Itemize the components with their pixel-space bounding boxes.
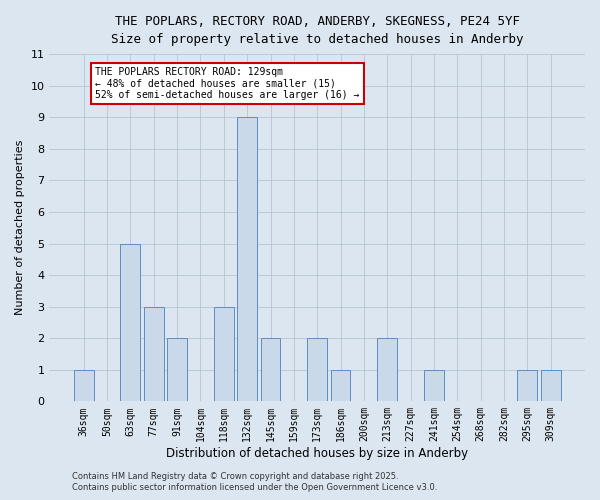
Title: THE POPLARS, RECTORY ROAD, ANDERBY, SKEGNESS, PE24 5YF
Size of property relative: THE POPLARS, RECTORY ROAD, ANDERBY, SKEG… [111,15,523,46]
Bar [214,306,234,402]
Bar [424,370,444,402]
Y-axis label: Number of detached properties: Number of detached properties [15,140,25,316]
Bar [167,338,187,402]
Bar [144,306,164,402]
Text: THE POPLARS RECTORY ROAD: 129sqm
← 48% of detached houses are smaller (15)
52% o: THE POPLARS RECTORY ROAD: 129sqm ← 48% o… [95,66,360,100]
Bar [260,338,280,402]
Bar [74,370,94,402]
Text: Contains HM Land Registry data © Crown copyright and database right 2025.
Contai: Contains HM Land Registry data © Crown c… [72,472,437,492]
Bar [237,117,257,402]
Bar [121,244,140,402]
X-axis label: Distribution of detached houses by size in Anderby: Distribution of detached houses by size … [166,447,468,460]
Bar [517,370,538,402]
Bar [377,338,397,402]
Bar [307,338,327,402]
Bar [541,370,560,402]
Bar [331,370,350,402]
